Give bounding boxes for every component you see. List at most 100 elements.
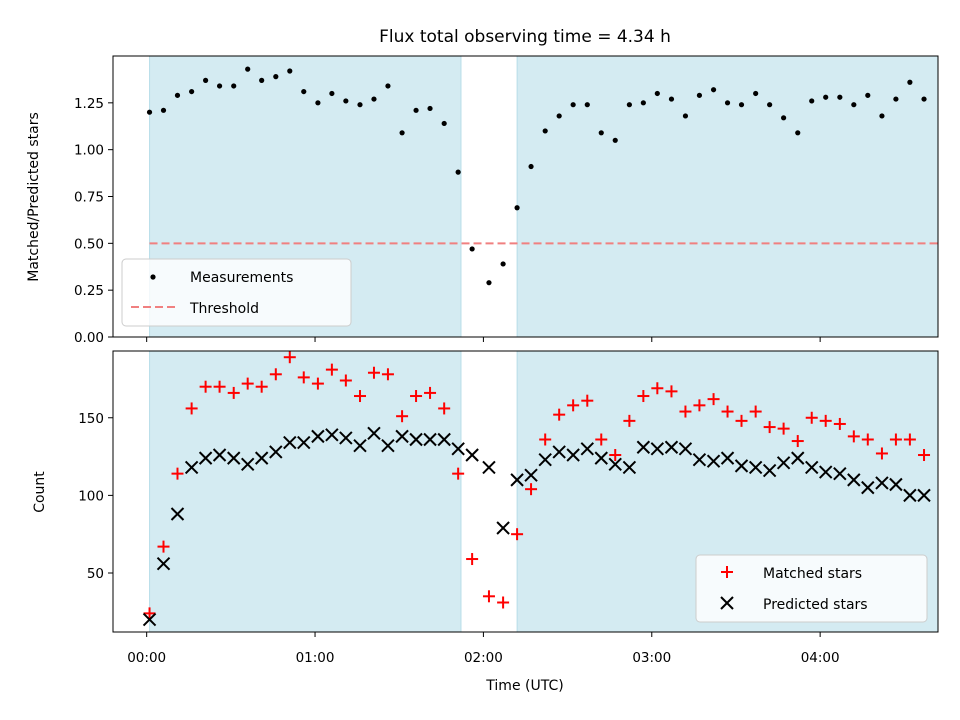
predicted-star-point [664, 440, 679, 454]
matched-star-point [213, 380, 226, 393]
measurement-point [851, 102, 857, 108]
count-panel: 00:00 01:00 02:00 03:00 04:00 50 100 150 Count… [32, 350, 939, 694]
predicted-star-point [198, 451, 213, 465]
matched-star-point [185, 402, 198, 415]
measurement-point [259, 77, 265, 83]
measurement-point [865, 92, 871, 98]
measurement-point [245, 66, 251, 72]
matched-star-point [791, 435, 804, 448]
measurement-point [500, 261, 506, 267]
matched-star-point [777, 422, 790, 435]
measurement-point [724, 100, 731, 106]
top-observing-interval-1 [516, 55, 939, 338]
predicted-star-point [734, 459, 749, 473]
matched-star-point [227, 386, 240, 399]
measurement-point [753, 90, 759, 97]
matched-star-point [466, 553, 479, 566]
bottom-axes-frame [112, 350, 939, 633]
predicted-star-point [269, 445, 283, 459]
matched-star-point [497, 596, 510, 609]
predicted-star-point [833, 466, 847, 481]
predicted-star-point [156, 556, 171, 571]
measurement-point [301, 88, 307, 95]
matched-star-point [353, 390, 366, 403]
bottom-ytick-label: 100 [78, 488, 104, 504]
measurement-point [189, 88, 195, 95]
measurement-point [654, 90, 660, 97]
matched-star-point [861, 433, 874, 446]
measurement-point [668, 96, 675, 102]
legend-threshold-label: Threshold [189, 301, 259, 317]
measurement-point [343, 98, 349, 104]
predicted-star-point [311, 429, 325, 444]
measurement-point [598, 130, 604, 136]
bottom-ytick-label: 150 [78, 411, 104, 427]
legend-predicted-label: Predicted stars [763, 597, 868, 613]
xtick-label: 02:00 [464, 650, 503, 666]
top-ytick-label: 0.00 [74, 330, 104, 346]
matched-star-point [665, 385, 678, 398]
measurement-point [203, 77, 209, 83]
predicted-star-point [465, 448, 479, 462]
matched-star-point [143, 607, 156, 620]
predicted-star-point [496, 521, 510, 535]
matched-star-point [833, 417, 846, 430]
top-ytick-label: 0.50 [74, 236, 104, 252]
predicted-star-point [762, 463, 777, 478]
matched-star-point [297, 371, 310, 384]
predicted-star-point [818, 465, 833, 479]
matched-star-point [918, 449, 931, 462]
measurement-point [542, 128, 548, 134]
matched-star-point [637, 390, 650, 403]
predicted-star-point [170, 507, 185, 521]
legend-predicted-marker [720, 596, 734, 610]
measurement-point [584, 102, 590, 108]
matched-star-point [396, 410, 409, 423]
matched-star-point [325, 363, 338, 376]
matched-star-point [903, 433, 916, 446]
predicted-star-point [720, 451, 735, 465]
matched-star-point [367, 366, 380, 379]
matched-star-point [255, 380, 268, 393]
xtick-label: 04:00 [801, 650, 840, 666]
measurement-point [767, 102, 773, 108]
matched-star-point [749, 405, 762, 418]
matched-star-point [735, 414, 748, 427]
measurement-point [357, 102, 363, 108]
measurement-point [329, 90, 335, 97]
matched-star-point [889, 433, 902, 446]
predicted-star-point [184, 460, 199, 475]
matched-star-point [452, 467, 465, 480]
measurement-point [837, 94, 843, 100]
predicted-star-point [636, 440, 651, 454]
measurement-point [528, 163, 534, 170]
predicted-star-point [805, 460, 819, 475]
predicted-star-point [861, 480, 875, 495]
measurement-point [921, 96, 927, 102]
matched-star-point [595, 433, 608, 446]
predicted-star-point [254, 451, 269, 465]
legend-measurements-label: Measurements [190, 270, 293, 286]
matched-star-point [511, 528, 524, 541]
matched-star-point [763, 421, 776, 434]
measurement-point [795, 130, 801, 136]
top-ytick-label: 0.75 [74, 190, 104, 206]
xtick-label: 03:00 [632, 650, 671, 666]
bottom-legend-box [695, 554, 928, 623]
matched-star-point [553, 408, 566, 421]
matched-star-point [679, 405, 692, 418]
measurement-point [626, 102, 632, 108]
bottom-ytick-label: 50 [87, 566, 104, 582]
measurement-point [427, 105, 433, 112]
matched-star-point [241, 377, 254, 390]
bottom-observing-interval-0 [149, 350, 462, 633]
measurement-point [216, 83, 223, 89]
predicted-star-point [706, 454, 721, 468]
predicted-star-point [791, 451, 805, 465]
matched-star-point [581, 394, 594, 407]
predicted-star-point [622, 460, 637, 475]
matched-star-point [707, 393, 720, 406]
predicted-star-point [325, 428, 339, 442]
measurement-point [612, 137, 618, 143]
